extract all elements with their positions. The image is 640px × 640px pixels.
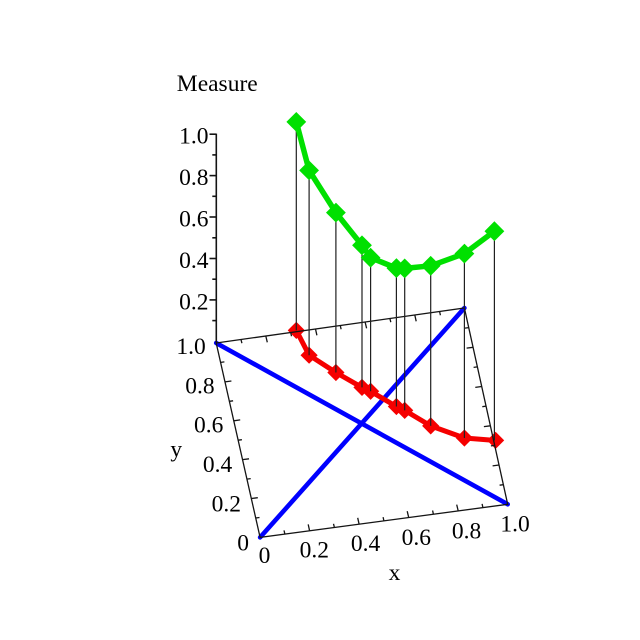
- svg-text:1.0: 1.0: [500, 511, 529, 537]
- svg-text:0.4: 0.4: [351, 531, 381, 557]
- svg-text:0.4: 0.4: [179, 248, 209, 274]
- svg-text:0.8: 0.8: [452, 519, 481, 545]
- svg-text:0.4: 0.4: [203, 452, 233, 478]
- svg-text:0.2: 0.2: [179, 289, 208, 315]
- svg-text:0: 0: [259, 543, 271, 569]
- svg-text:y: y: [170, 437, 182, 463]
- svg-text:Measure: Measure: [177, 71, 258, 97]
- svg-text:1.0: 1.0: [179, 124, 208, 150]
- svg-text:x: x: [389, 560, 401, 586]
- svg-text:0.6: 0.6: [179, 206, 209, 232]
- svg-text:0.8: 0.8: [179, 165, 208, 191]
- svg-text:0: 0: [237, 531, 249, 557]
- svg-text:0.6: 0.6: [402, 525, 432, 551]
- svg-text:0.6: 0.6: [194, 413, 224, 439]
- svg-text:0.2: 0.2: [212, 491, 241, 517]
- svg-text:1.0: 1.0: [176, 334, 205, 360]
- svg-text:0.8: 0.8: [185, 374, 214, 400]
- svg-text:0.2: 0.2: [300, 538, 329, 564]
